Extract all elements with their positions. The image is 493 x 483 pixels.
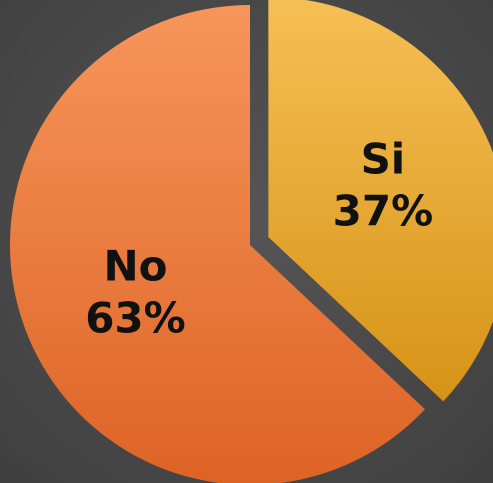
- slice-value-si: 37%: [333, 186, 434, 235]
- pie-slice-no: [10, 5, 425, 483]
- pie-slice-si: [268, 0, 493, 402]
- slice-label-no: No 63%: [85, 242, 186, 343]
- slice-value-no: 63%: [85, 294, 186, 343]
- slice-category-no: No: [103, 242, 167, 291]
- slices-layer: [10, 0, 493, 483]
- slice-label-si: Si 37%: [333, 134, 434, 235]
- slice-category-si: Si: [361, 134, 406, 183]
- labels-layer: Si 37% No 63%: [85, 134, 433, 342]
